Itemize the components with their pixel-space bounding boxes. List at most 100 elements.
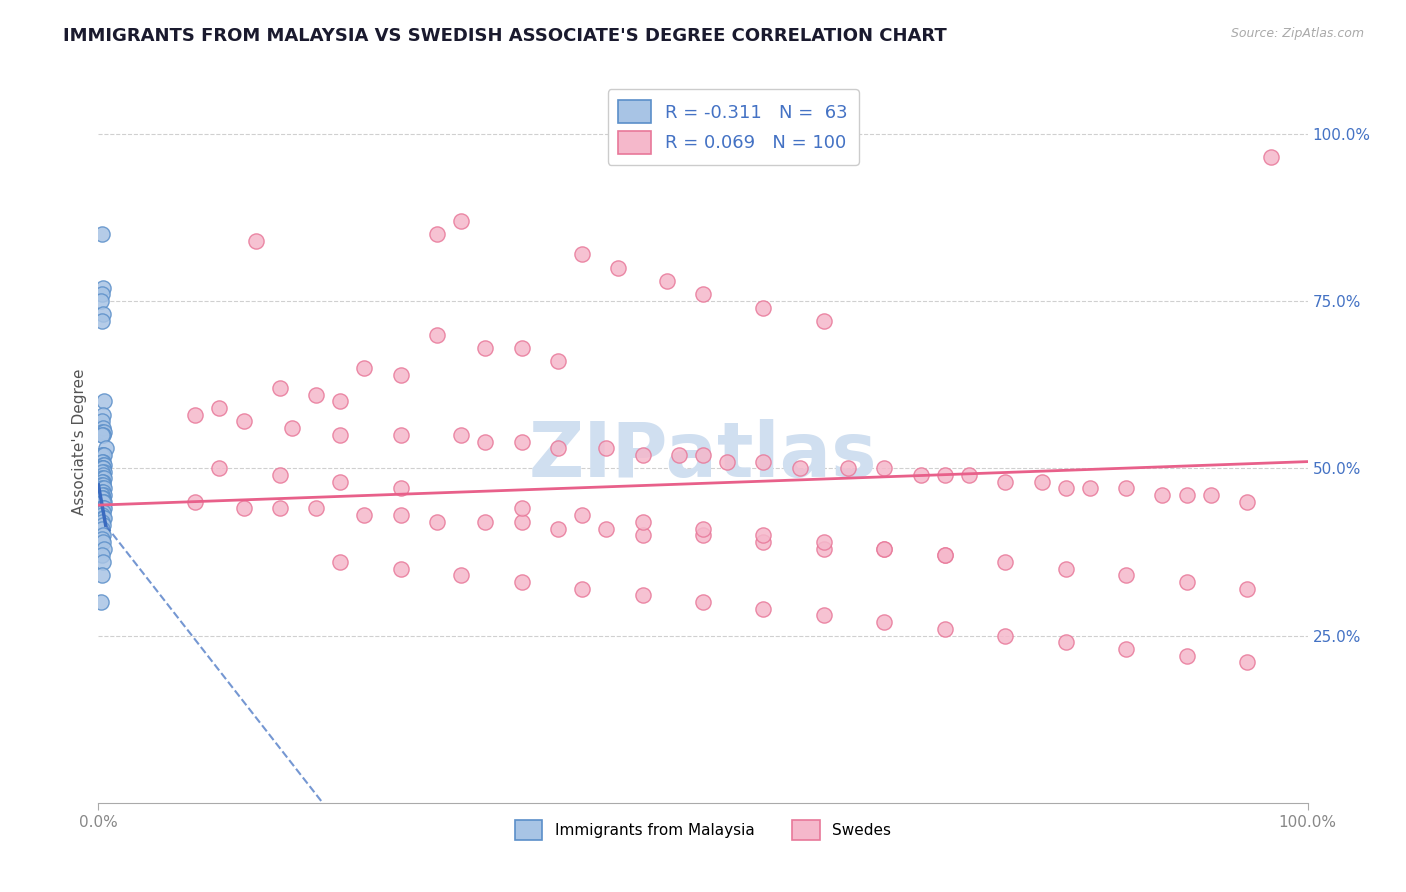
Point bbox=[1199, 488, 1222, 502]
Point bbox=[510, 515, 533, 529]
Point bbox=[1078, 482, 1101, 496]
Point bbox=[91, 461, 114, 475]
Point bbox=[91, 281, 114, 295]
Point bbox=[547, 442, 569, 455]
Point bbox=[1031, 475, 1053, 489]
Point bbox=[1054, 562, 1077, 576]
Point bbox=[91, 448, 114, 462]
Point bbox=[91, 532, 114, 546]
Point bbox=[93, 425, 115, 439]
Point bbox=[450, 568, 472, 582]
Point bbox=[510, 434, 533, 449]
Point bbox=[934, 548, 956, 563]
Point bbox=[510, 575, 533, 590]
Point bbox=[389, 562, 412, 576]
Point bbox=[90, 595, 112, 609]
Point bbox=[93, 394, 115, 409]
Point bbox=[353, 508, 375, 523]
Point bbox=[631, 528, 654, 542]
Point bbox=[1054, 635, 1077, 649]
Point bbox=[994, 475, 1017, 489]
Point bbox=[631, 515, 654, 529]
Point bbox=[631, 448, 654, 462]
Point bbox=[389, 508, 412, 523]
Point bbox=[934, 548, 956, 563]
Point bbox=[91, 521, 114, 535]
Point bbox=[91, 475, 114, 489]
Point bbox=[91, 448, 114, 462]
Point bbox=[1236, 655, 1258, 669]
Point bbox=[91, 515, 114, 529]
Point bbox=[426, 327, 449, 342]
Point bbox=[91, 287, 114, 301]
Point bbox=[91, 461, 114, 475]
Point bbox=[91, 455, 114, 469]
Point bbox=[93, 541, 115, 556]
Point bbox=[91, 421, 114, 435]
Point bbox=[873, 461, 896, 475]
Point bbox=[208, 461, 231, 475]
Point bbox=[91, 528, 114, 542]
Point bbox=[91, 461, 114, 475]
Point bbox=[91, 227, 114, 242]
Point bbox=[389, 482, 412, 496]
Point bbox=[692, 528, 714, 542]
Y-axis label: Associate's Degree: Associate's Degree bbox=[72, 368, 87, 515]
Point bbox=[93, 482, 115, 496]
Point bbox=[91, 465, 114, 479]
Point bbox=[94, 442, 117, 455]
Point bbox=[1175, 575, 1198, 590]
Point bbox=[692, 595, 714, 609]
Point bbox=[208, 401, 231, 416]
Text: ZIPatlas: ZIPatlas bbox=[529, 419, 877, 493]
Point bbox=[91, 501, 114, 516]
Point bbox=[934, 622, 956, 636]
Point bbox=[752, 602, 775, 616]
Point bbox=[957, 467, 980, 482]
Point bbox=[305, 387, 328, 401]
Point bbox=[91, 427, 114, 442]
Point bbox=[91, 458, 114, 472]
Point bbox=[571, 582, 593, 596]
Point bbox=[91, 488, 114, 502]
Point bbox=[450, 214, 472, 228]
Point bbox=[692, 287, 714, 301]
Point bbox=[93, 494, 115, 508]
Point bbox=[184, 494, 207, 508]
Point bbox=[716, 455, 738, 469]
Point bbox=[571, 508, 593, 523]
Point bbox=[426, 227, 449, 242]
Point bbox=[1115, 482, 1137, 496]
Point bbox=[873, 541, 896, 556]
Point bbox=[692, 521, 714, 535]
Point bbox=[752, 455, 775, 469]
Point bbox=[245, 234, 267, 248]
Point bbox=[91, 555, 114, 569]
Point bbox=[813, 608, 835, 623]
Point bbox=[91, 511, 114, 525]
Point bbox=[389, 368, 412, 382]
Point bbox=[305, 501, 328, 516]
Point bbox=[91, 505, 114, 519]
Point bbox=[90, 478, 112, 492]
Point bbox=[329, 394, 352, 409]
Point bbox=[91, 494, 114, 508]
Point bbox=[752, 301, 775, 315]
Legend: Immigrants from Malaysia, Swedes: Immigrants from Malaysia, Swedes bbox=[509, 814, 897, 846]
Point bbox=[450, 427, 472, 442]
Point bbox=[789, 461, 811, 475]
Point bbox=[329, 555, 352, 569]
Point bbox=[93, 488, 115, 502]
Point bbox=[1236, 582, 1258, 596]
Point bbox=[1115, 568, 1137, 582]
Point bbox=[752, 534, 775, 549]
Point bbox=[269, 381, 291, 395]
Point bbox=[232, 414, 254, 429]
Point bbox=[994, 628, 1017, 642]
Point bbox=[547, 521, 569, 535]
Point bbox=[1175, 648, 1198, 663]
Point bbox=[91, 508, 114, 523]
Point bbox=[837, 461, 859, 475]
Point bbox=[91, 491, 114, 506]
Point bbox=[1236, 494, 1258, 508]
